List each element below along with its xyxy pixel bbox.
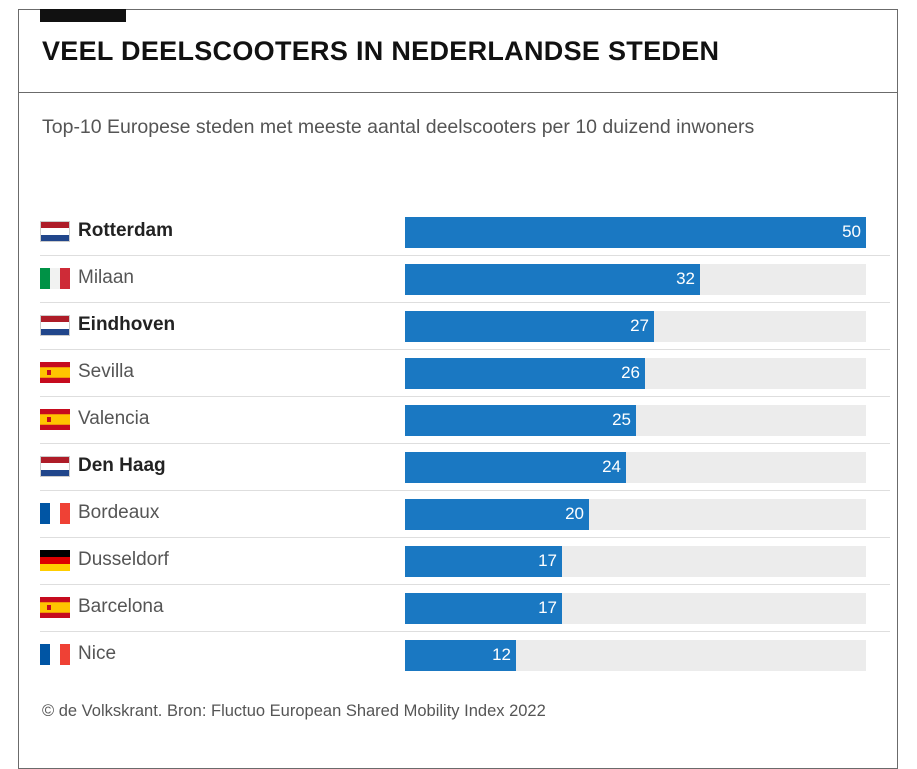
bar-track: 27: [405, 311, 866, 342]
bar-row: Bordeaux 20: [40, 491, 890, 538]
bar-row: Dusseldorf 17: [40, 538, 890, 585]
category-label: Sevilla: [78, 361, 134, 382]
italy-flag-icon: [40, 268, 70, 289]
bar-track: 12: [405, 640, 866, 671]
spain-flag-icon: [40, 409, 70, 430]
bar-row: Nice 12: [40, 632, 866, 679]
category-label: Bordeaux: [78, 502, 160, 523]
netherlands-flag-icon: [40, 221, 70, 242]
data-label: 50: [842, 222, 861, 241]
bar: 24: [405, 452, 626, 483]
france-flag-icon: [40, 503, 70, 524]
bar-row: Barcelona 17: [40, 585, 890, 632]
category-label: Milaan: [78, 267, 134, 288]
row-divider: [40, 396, 890, 397]
bar: 26: [405, 358, 645, 389]
bar: 32: [405, 264, 700, 295]
row-divider: [40, 349, 890, 350]
bar: 17: [405, 546, 562, 577]
data-label: 17: [538, 551, 557, 570]
title-box: [18, 9, 898, 93]
row-divider: [40, 631, 890, 632]
bar-track: 26: [405, 358, 866, 389]
data-label: 26: [621, 363, 640, 382]
bar: 12: [405, 640, 516, 671]
bar-row: Milaan 32: [40, 256, 890, 303]
bar: 27: [405, 311, 654, 342]
netherlands-flag-icon: [40, 456, 70, 477]
row-divider: [40, 584, 890, 585]
bar-row: Eindhoven 27: [40, 303, 890, 350]
bar-track: 17: [405, 546, 866, 577]
spain-flag-icon: [40, 362, 70, 383]
data-label: 20: [565, 504, 584, 523]
spain-flag-icon: [40, 597, 70, 618]
bar: 25: [405, 405, 636, 436]
row-divider: [40, 443, 890, 444]
category-label: Nice: [78, 643, 117, 664]
data-label: 25: [612, 410, 631, 429]
chart-subtitle: Top-10 Europese steden met meeste aantal…: [42, 116, 755, 138]
category-label: Eindhoven: [78, 314, 176, 335]
data-label: 27: [630, 316, 649, 335]
category-label: Barcelona: [78, 596, 164, 617]
bar-track: 20: [405, 499, 866, 530]
france-flag-icon: [40, 644, 70, 665]
accent-bar: [40, 9, 126, 22]
data-label: 32: [676, 269, 695, 288]
bar-track: 17: [405, 593, 866, 624]
row-divider: [40, 537, 890, 538]
data-label: 12: [492, 645, 511, 664]
data-label: 24: [602, 457, 621, 476]
bar: 20: [405, 499, 589, 530]
bar: 17: [405, 593, 562, 624]
category-label: Rotterdam: [78, 220, 174, 241]
data-label: 17: [538, 598, 557, 617]
bar-track: 32: [405, 264, 866, 295]
row-divider: [40, 255, 890, 256]
row-divider: [40, 302, 890, 303]
bar-row: Sevilla 26: [40, 350, 890, 397]
bar-track: 25: [405, 405, 866, 436]
netherlands-flag-icon: [40, 315, 70, 336]
bar: 50: [405, 217, 866, 248]
bar-row: Den Haag 24: [40, 444, 890, 491]
bar-row: Valencia 25: [40, 397, 890, 444]
bar-track: 50: [405, 217, 866, 248]
bar-track: 24: [405, 452, 866, 483]
germany-flag-icon: [40, 550, 70, 571]
bar-row: Rotterdam 50: [40, 209, 890, 256]
category-label: Den Haag: [78, 455, 166, 476]
source-credit: © de Volkskrant. Bron: Fluctuo European …: [42, 702, 546, 720]
category-label: Valencia: [78, 408, 150, 429]
chart-title: VEEL DEELSCOOTERS IN NEDERLANDSE STEDEN: [42, 36, 720, 66]
category-label: Dusseldorf: [78, 549, 169, 570]
row-divider: [40, 490, 890, 491]
